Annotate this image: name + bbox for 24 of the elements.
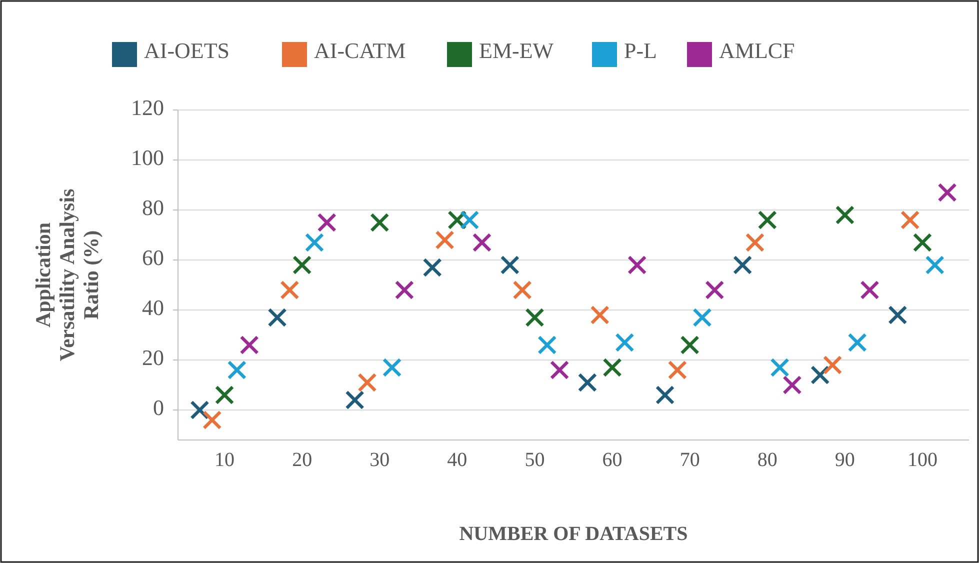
x-tick-label: 40 [447, 449, 468, 471]
legend-label: AMLCF [719, 38, 795, 63]
y-axis-title: Application Versatility Analysis Ratio (%) [31, 188, 103, 362]
x-tick-label: 60 [602, 449, 622, 471]
legend-label: EM-EW [479, 38, 554, 63]
y-tick-label: 120 [131, 95, 164, 120]
y-tick-label: 80 [142, 195, 164, 220]
legend-label: P-L [624, 38, 657, 63]
x-tick-label: 70 [680, 449, 700, 471]
x-tick-label: 80 [757, 449, 778, 471]
x-axis-title: NUMBER OF DATASETS [459, 523, 688, 545]
x-tick-label: 10 [214, 449, 235, 471]
y-tick-label: 100 [131, 145, 164, 170]
legend-label: AI-CATM [314, 38, 406, 63]
x-tick-label: 100 [907, 449, 938, 471]
y-tick-label: 40 [142, 295, 164, 320]
x-tick-label: 20 [292, 449, 312, 471]
x-tick-label: 90 [834, 449, 855, 471]
y-tick-label: 20 [142, 345, 164, 370]
y-tick-label: 0 [153, 395, 164, 420]
legend-label: AI-OETS [144, 38, 230, 63]
x-tick-label: 50 [524, 449, 545, 471]
y-tick-label: 60 [142, 245, 164, 270]
x-tick-label: 30 [370, 449, 390, 471]
